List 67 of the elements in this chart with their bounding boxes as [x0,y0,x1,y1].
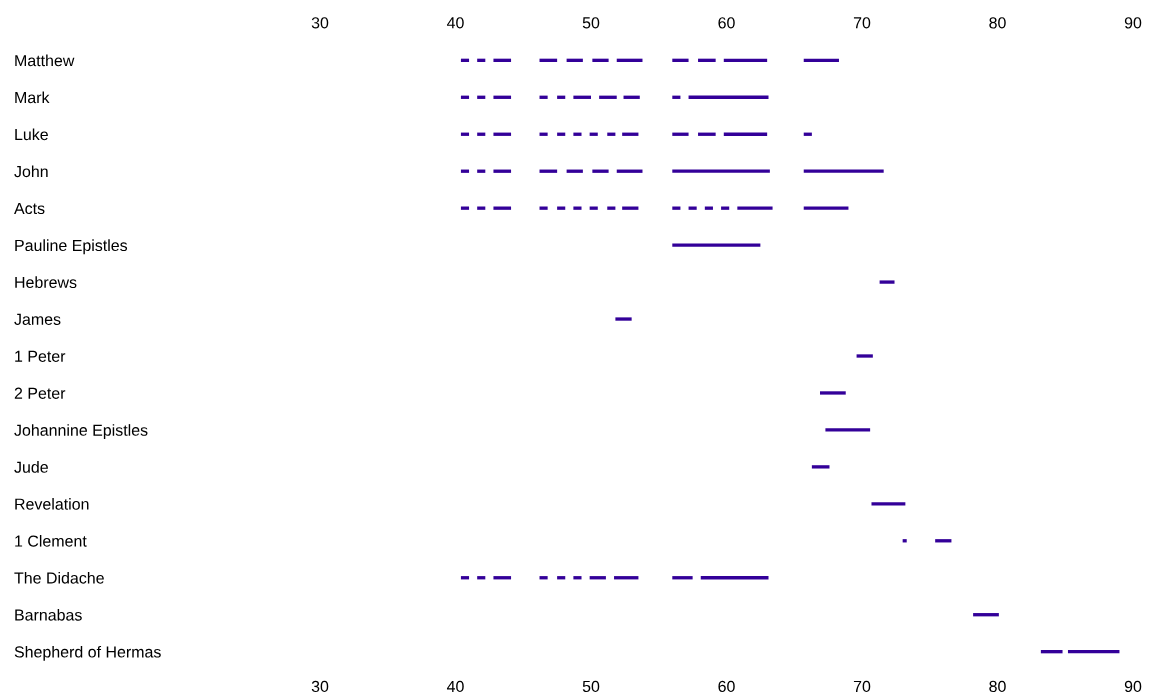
bar [819,391,846,395]
x2-tick-label: 80 [989,17,1006,29]
x-tick-label: 40 [446,680,464,693]
y-tick-label: Barnabas [15,608,82,621]
y-tick-label: Hebrews [15,276,77,289]
bar [825,428,871,432]
bar [698,58,716,62]
y-tick-label: 2 Peter [14,387,66,399]
bar [879,280,895,284]
bar [493,169,512,173]
x-tick-label: 90 [1124,680,1142,693]
y-tick-label: Shepherd of Hermas [14,645,161,661]
bar [723,132,768,136]
x-tick-label: 80 [989,680,1006,693]
y-tick-label: The Didache [14,571,104,584]
y-tick-label: Johannine Epistles [14,424,148,440]
x-tick-label: 30 [311,680,329,693]
bar [672,576,693,580]
x2-tick-label: 30 [311,17,329,29]
bar [871,502,906,506]
bar [688,95,769,99]
bar [493,95,512,99]
bar [803,169,884,173]
bar [803,58,839,62]
bar [672,132,689,136]
y-tick-label: 1 Clement [15,535,87,547]
bar [672,243,761,247]
bar [493,132,512,136]
x2-tick-label: 90 [1124,17,1142,29]
y-tick-label: Matthew [15,54,75,67]
y-tick-label: John [14,165,48,178]
bar [672,58,689,62]
bar [493,58,512,62]
y-tick-label: Jude [14,461,48,473]
bar [599,95,617,99]
bar [698,132,716,136]
x-tick-label: 70 [853,680,871,693]
y-tick-label: Pauline Epistles [15,239,128,255]
x2-tick-label: 40 [446,17,464,29]
bar [493,576,512,580]
bar [973,613,999,617]
bar [592,169,609,173]
bar [723,58,768,62]
bar [811,465,830,469]
y-tick-label: Revelation [15,498,89,510]
x2-tick-label: 50 [582,17,600,29]
bar [615,317,632,321]
x2-tick-label: 70 [853,17,871,29]
y-tick-label: Luke [15,128,48,141]
bar [672,169,770,173]
x-tick-label: 50 [582,680,600,693]
bar [856,354,873,358]
x2-tick-label: 60 [718,17,735,29]
bar [1040,650,1063,654]
y-tick-label: 1 Peter [15,350,66,362]
y-tick-label: Mark [15,91,50,104]
y-tick-label: Acts [14,202,45,215]
bar [573,576,582,580]
bar [573,206,582,210]
bar [573,132,582,136]
y-tick-label: James [14,313,61,325]
bar [700,576,769,580]
bar [737,206,773,210]
bar [573,95,591,99]
bar [493,206,512,210]
bar [592,58,609,62]
x-tick-label: 60 [718,680,735,693]
